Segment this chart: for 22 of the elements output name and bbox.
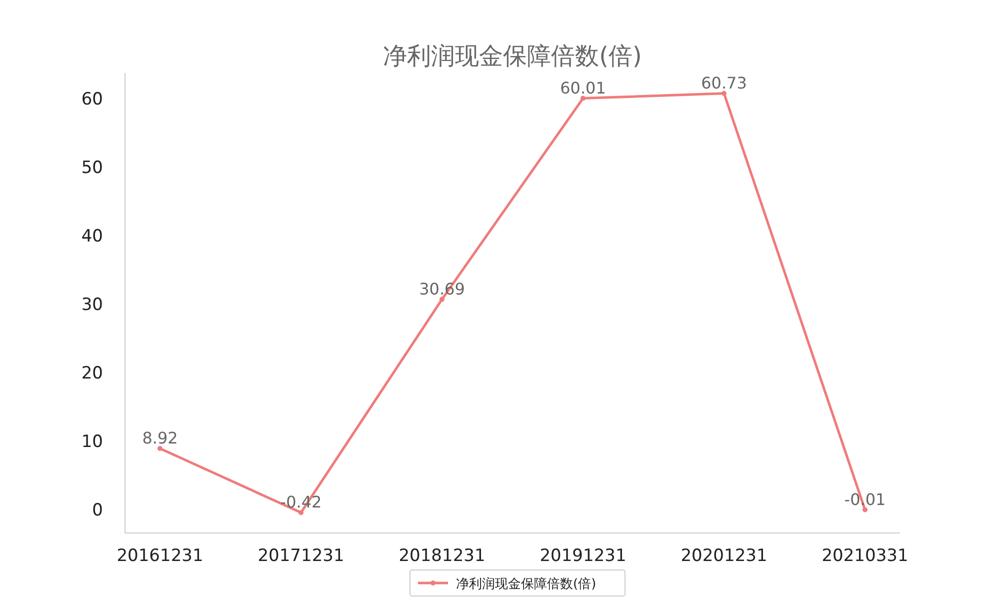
point [722,90,726,96]
y-tick-label: 50 [81,158,103,178]
x-tick-label: 20161231 [116,546,204,566]
data-label: 60.01 [560,78,606,98]
point [298,510,304,516]
y-tick-label: 60 [81,89,103,110]
data-label: 60.73 [701,73,747,92]
legend-label: 净利润现金保障倍数(倍) [456,577,596,592]
x-tick-label: 20210331 [822,546,908,566]
point [158,446,162,452]
y-tick-label: 40 [81,226,103,246]
y-tick-label: 20 [81,364,103,384]
y-tick-label: 10 [81,432,103,452]
data-label: 8.92 [142,428,178,448]
x-tick-label: 20171231 [258,546,344,566]
y-tick-label: 30 [81,295,103,316]
y-tick-label: 0 [92,500,103,521]
x-tick-label: 20181231 [398,546,486,566]
x-tick-label: 20191231 [540,546,626,566]
x-tick-label: 20201231 [680,546,768,566]
point [580,96,586,101]
chart-title: 净利润现金保障倍数(倍) [383,42,642,70]
